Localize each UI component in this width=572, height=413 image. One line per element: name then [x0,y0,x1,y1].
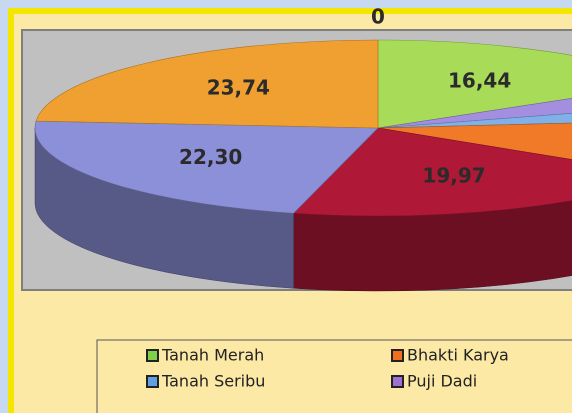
slice [377,122,572,160]
legend-marker [391,375,404,388]
data-label: 0 [371,5,385,29]
legend-marker [146,349,159,362]
data-label: 16,44 [448,69,511,93]
slice [377,98,572,129]
slice [377,39,572,129]
slice [35,39,379,129]
legend-marker [391,349,404,362]
data-label: 19,97 [422,164,485,188]
legend-label: Puji Dadi [407,372,477,391]
legend-label: Tanah Seribu [161,372,265,391]
slice [377,113,572,129]
legend [96,339,572,413]
slice [292,127,572,217]
slice [34,120,379,214]
data-label: 23,74 [207,76,270,100]
legend-marker [146,375,159,388]
legend-label: Bhakti Karya [407,346,509,365]
data-label: 22,30 [179,145,242,169]
legend-label: Tanah Merah [161,346,264,365]
